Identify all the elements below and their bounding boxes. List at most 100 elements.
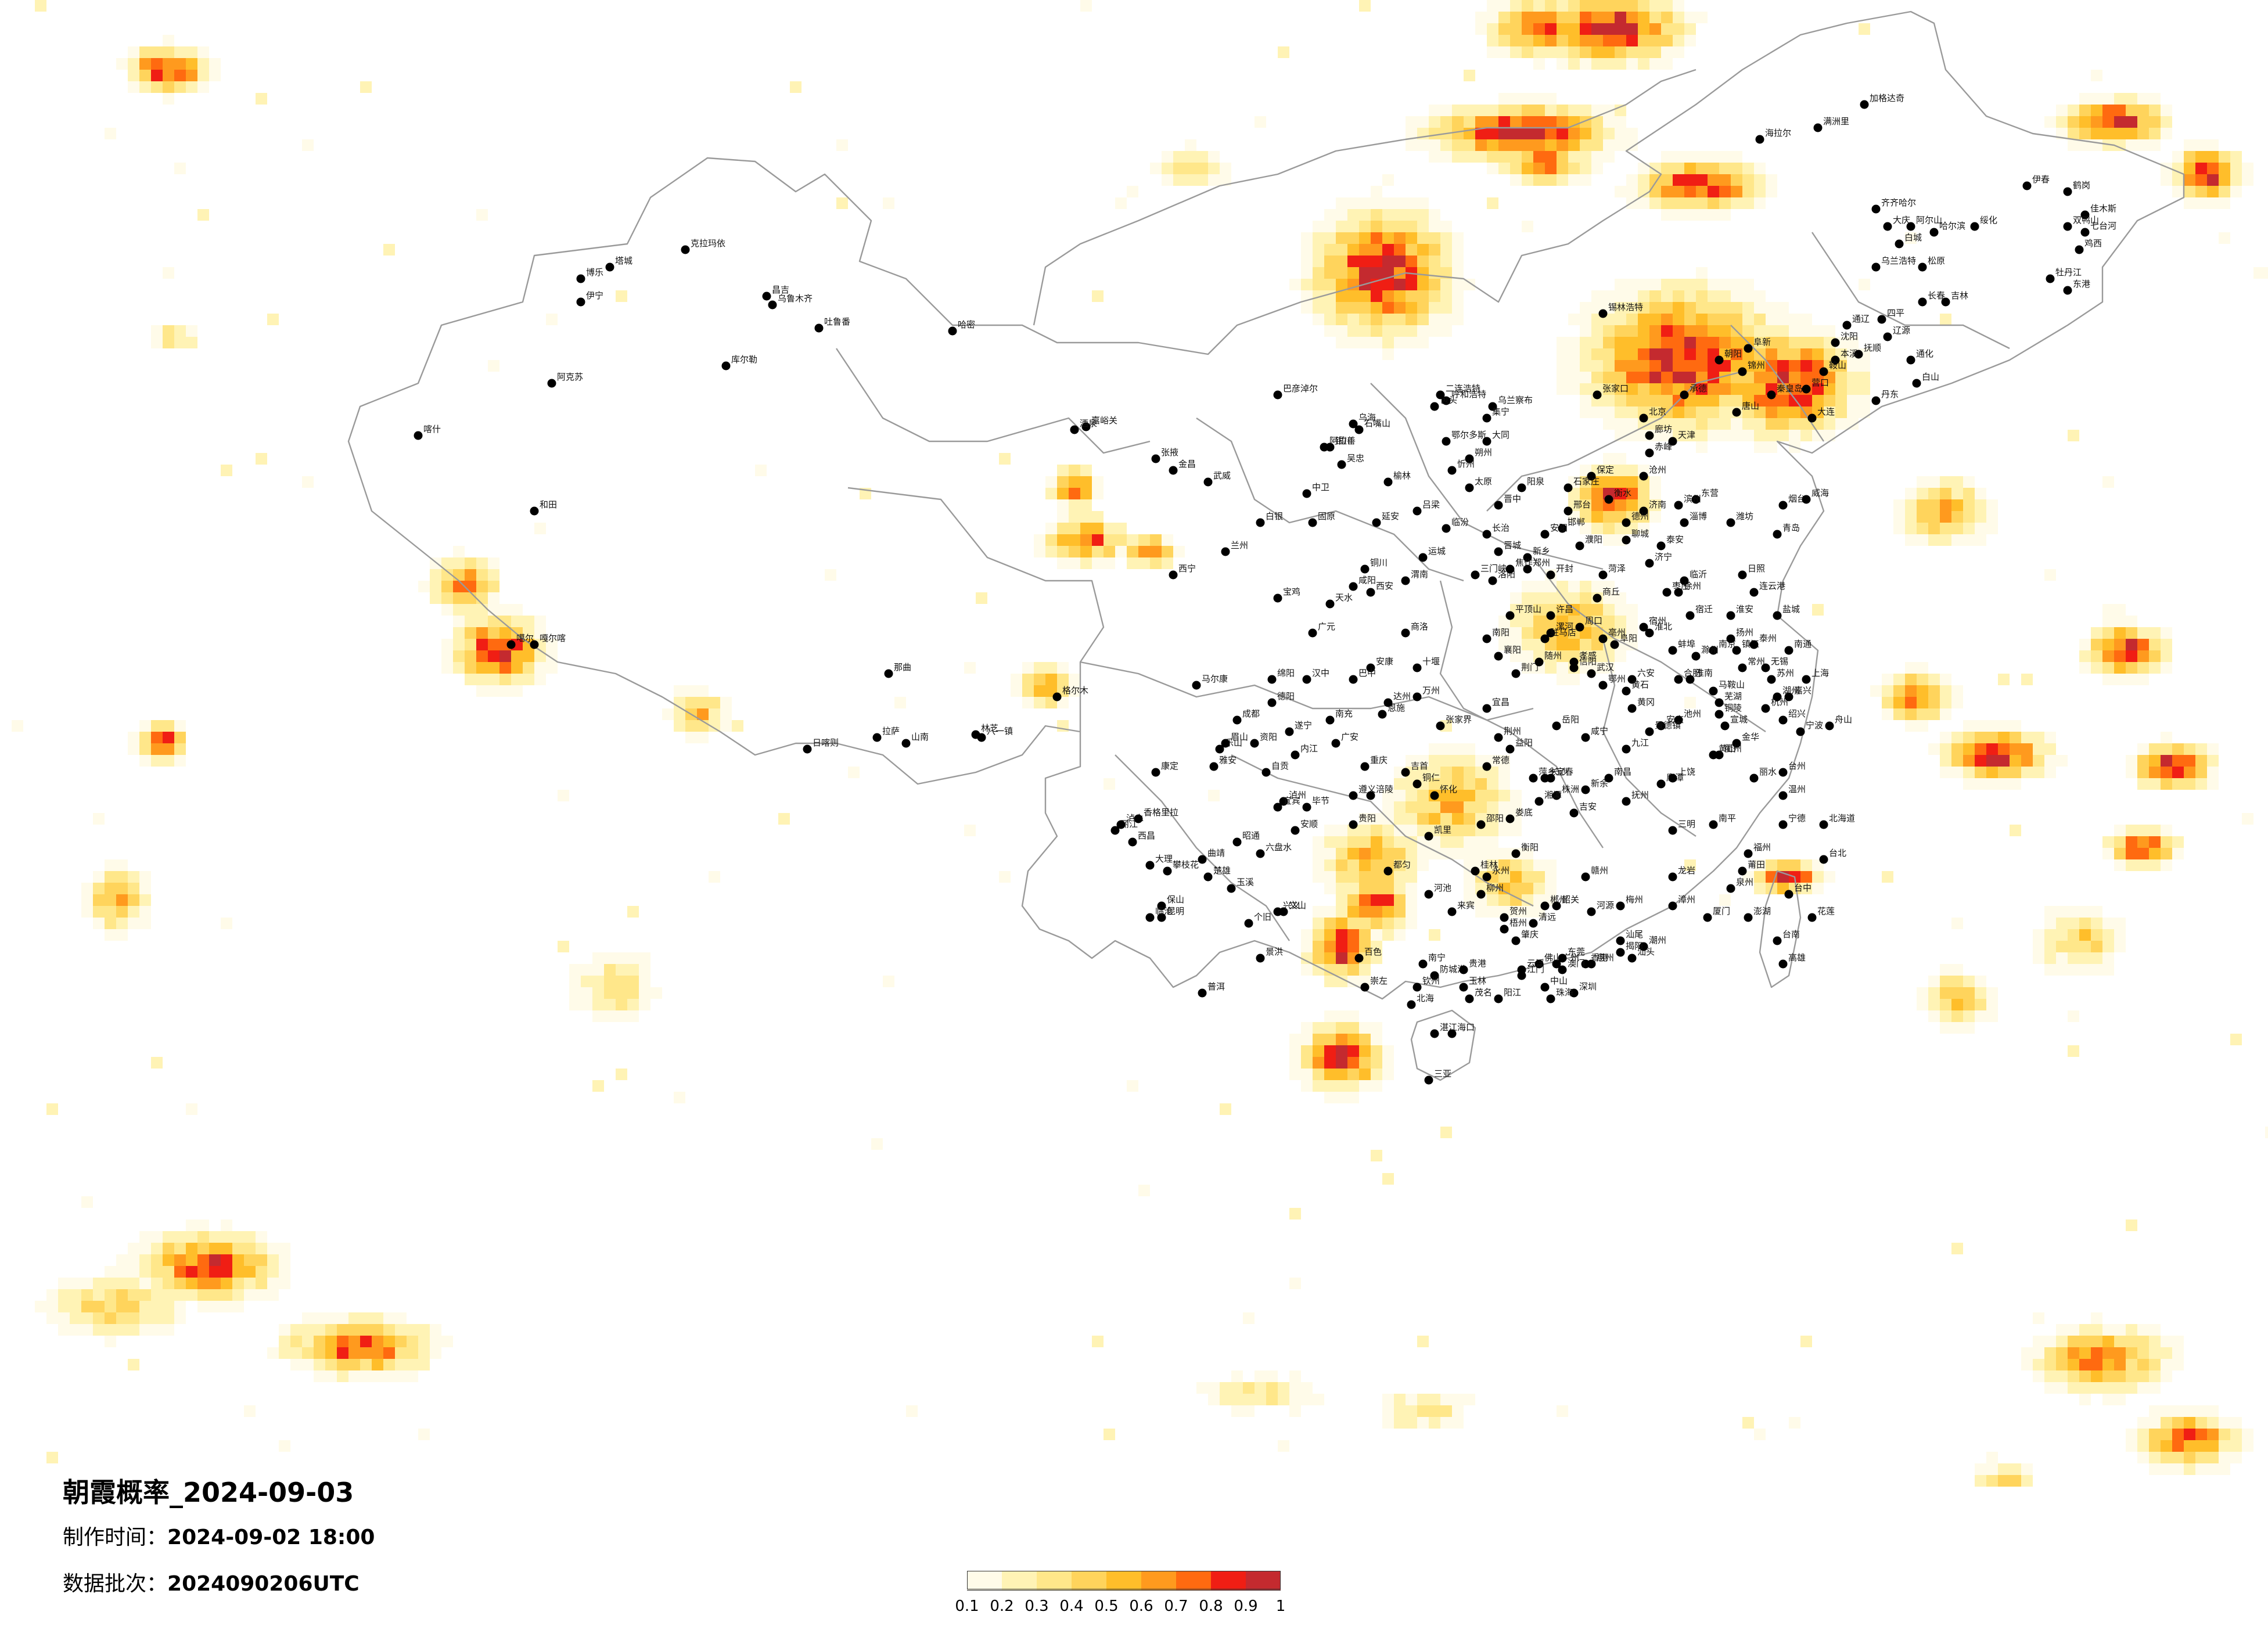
city-dot — [1198, 988, 1207, 998]
raster-cell — [2184, 1463, 2195, 1475]
raster-cell — [488, 674, 499, 685]
raster-cell — [128, 1359, 139, 1370]
raster-cell — [1429, 232, 1440, 244]
raster-cell — [2079, 952, 2091, 964]
raster-cell — [348, 1324, 360, 1336]
raster-cell — [592, 964, 604, 976]
raster-cell — [1150, 546, 1162, 557]
city-label: 襄阳 — [1504, 645, 1521, 655]
city-label: 呼和浩特 — [1451, 389, 1486, 400]
city-dot — [1221, 739, 1230, 748]
city-label: 邢台 — [1573, 499, 1591, 510]
raster-cell — [2068, 1010, 2079, 1022]
raster-cell — [1928, 1010, 1940, 1022]
city-dot — [1622, 744, 1631, 754]
raster-cell — [1986, 499, 1998, 511]
raster-cell — [1371, 918, 1382, 929]
raster-cell — [360, 1336, 372, 1347]
raster-cell — [2010, 778, 2021, 790]
raster-cell — [1928, 976, 1940, 987]
city-label: 怀化 — [1440, 784, 1457, 794]
raster-cell — [1162, 534, 1173, 546]
raster-cell — [81, 883, 93, 894]
raster-cell — [1185, 151, 1196, 163]
raster-cell — [1429, 290, 1440, 302]
raster-cell — [2079, 1382, 2091, 1394]
raster-cell — [1464, 801, 1475, 813]
city-dot — [1482, 704, 1491, 713]
raster-cell — [1917, 999, 1928, 1010]
raster-cell — [674, 1092, 685, 1103]
raster-cell — [2137, 1336, 2149, 1347]
raster-cell — [337, 1312, 348, 1324]
raster-cell — [1905, 674, 1917, 685]
colorbar-cell — [1002, 1571, 1037, 1591]
raster-cell — [1580, 139, 1591, 151]
city-dot — [1325, 599, 1335, 609]
raster-cell — [1475, 128, 1487, 139]
raster-cell — [2021, 1463, 2033, 1475]
raster-cell — [174, 743, 186, 755]
raster-cell — [1615, 279, 1626, 290]
raster-cell — [1661, 12, 1673, 23]
city-label: 淮北 — [1655, 621, 1672, 632]
raster-cell — [1359, 232, 1371, 244]
city-label: 阜阳 — [1620, 633, 1637, 643]
raster-cell — [441, 639, 453, 650]
raster-cell — [1708, 395, 1719, 406]
raster-cell — [1951, 999, 1963, 1010]
raster-cell — [2242, 1429, 2253, 1440]
raster-cell — [1347, 1080, 1359, 1092]
raster-cell — [1940, 511, 1951, 523]
city-label: 香港 — [1591, 952, 1608, 963]
raster-cell — [337, 1336, 348, 1347]
city-dot — [1598, 634, 1608, 643]
raster-cell — [2230, 151, 2242, 163]
raster-cell — [1684, 418, 1696, 430]
raster-cell — [1580, 372, 1591, 383]
raster-cell — [81, 1324, 93, 1336]
raster-cell — [1824, 871, 1835, 883]
city-label: 南充 — [1335, 708, 1353, 719]
raster-cell — [1313, 302, 1324, 314]
raster-cell — [2265, 267, 2268, 279]
city-dot — [1749, 640, 1759, 649]
raster-cell — [128, 1278, 139, 1289]
city-dot — [1604, 495, 1613, 504]
raster-cell — [1440, 314, 1452, 325]
raster-cell — [1719, 174, 1731, 186]
raster-cell — [2137, 105, 2149, 116]
raster-cell — [1336, 929, 1347, 941]
raster-cell — [1986, 1010, 1998, 1022]
city-label: 格尔木 — [1062, 685, 1088, 696]
raster-cell — [1313, 859, 1324, 871]
raster-cell — [1673, 163, 1684, 174]
raster-cell — [151, 1057, 163, 1069]
raster-cell — [1498, 871, 1510, 883]
raster-cell — [2056, 941, 2068, 952]
raster-cell — [1998, 743, 2010, 755]
city-dot — [1424, 832, 1433, 841]
city-dot — [1755, 135, 1764, 144]
city-label: 云浮 — [1527, 958, 1544, 969]
city-dot — [530, 506, 539, 516]
raster-cell — [1173, 546, 1185, 557]
raster-cell — [1893, 523, 1905, 534]
raster-cell — [1824, 325, 1835, 337]
raster-cell — [430, 1347, 441, 1359]
raster-cell — [1673, 197, 1684, 209]
raster-cell — [2149, 848, 2161, 859]
city-label: 青岛 — [1782, 523, 1800, 533]
raster-cell — [1498, 627, 1510, 639]
raster-cell — [1382, 906, 1394, 918]
raster-cell — [1336, 1080, 1347, 1092]
raster-cell — [2207, 163, 2219, 174]
raster-cell — [151, 743, 163, 755]
raster-cell — [1440, 302, 1452, 314]
city-label: 泉州 — [1736, 877, 1753, 887]
colorbar-tick-label: 0.4 — [1059, 1598, 1084, 1615]
raster-cell — [2102, 105, 2114, 116]
raster-cell — [1708, 337, 1719, 348]
raster-cell — [592, 952, 604, 964]
raster-cell — [1661, 58, 1673, 70]
